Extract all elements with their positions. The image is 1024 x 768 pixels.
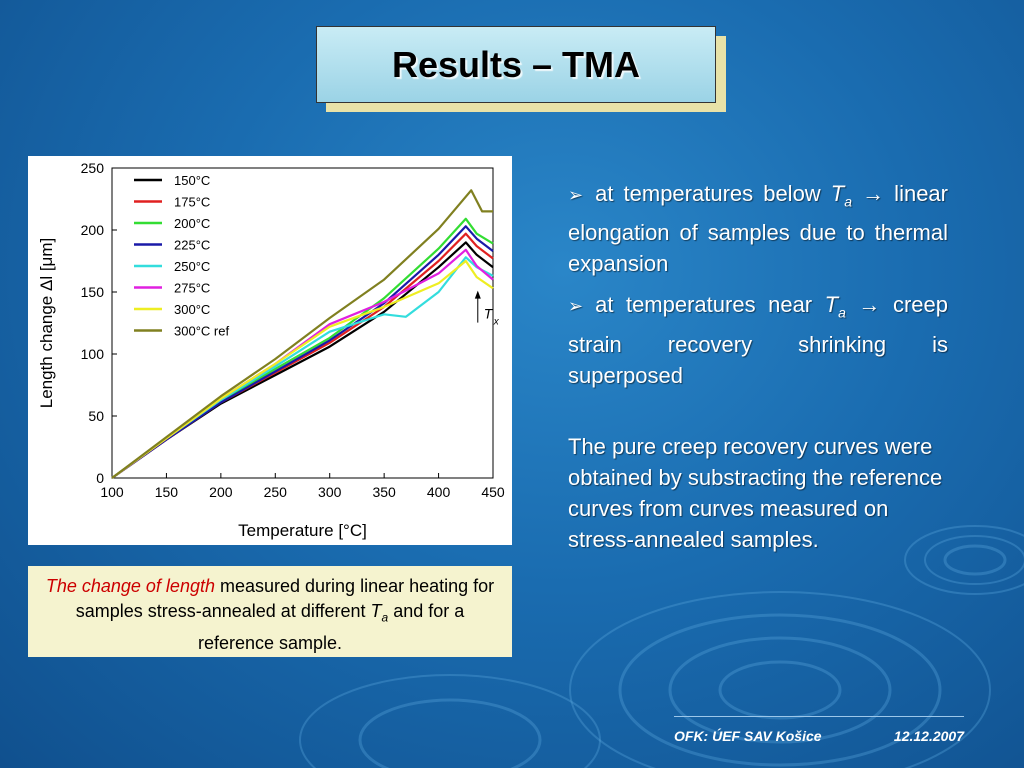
footer: OFK: ÚEF SAV Košice 12.12.2007 — [674, 728, 964, 744]
x-tick-label: 350 — [372, 484, 396, 500]
legend-label: 225°C — [174, 238, 210, 253]
y-tick-label: 200 — [81, 222, 105, 238]
series-line — [111, 189, 493, 479]
x-tick-label: 450 — [481, 484, 505, 500]
x-tick-label: 400 — [427, 484, 451, 500]
legend-label: 150°C — [174, 173, 210, 188]
bullet-item: ➢ at temperatures near Ta → creep strain … — [568, 289, 948, 390]
tma-chart: 100 150 200 250 300 350 400 450 0 50 100 150 200 250 T… — [37, 160, 505, 540]
legend-label: 250°C — [174, 259, 210, 274]
x-tick-label: 300 — [318, 484, 342, 500]
bullet-text-before: at temperatures near — [595, 292, 825, 318]
caption-highlight: The change of length — [45, 576, 215, 596]
series-line — [111, 241, 494, 479]
y-tick-label: 250 — [81, 160, 105, 176]
bullet-ta-sub: a — [838, 304, 846, 321]
caption-text-2: and for a reference sample. — [197, 601, 465, 653]
y-tick-label: 50 — [88, 408, 104, 424]
bullet-text-after: → linear elongation of samples due to th… — [568, 181, 948, 277]
legend-label: 275°C — [174, 281, 210, 296]
y-tick-label: 100 — [81, 346, 105, 362]
x-tick-label: 250 — [264, 484, 288, 500]
series-line — [111, 259, 494, 479]
explanation-paragraph: The pure creep recovery curves were obta… — [568, 434, 943, 552]
footer-date: 12.12.2007 — [893, 728, 964, 744]
caption-text-1: measured during linear heating for sampl… — [75, 576, 495, 621]
figure-caption: The change of length measured during lin… — [28, 566, 512, 657]
bullet-ta: T — [830, 181, 845, 206]
legend-label: 200°C — [174, 216, 210, 231]
bullet-ta-sub: a — [844, 193, 853, 210]
annotation-sub: x — [493, 317, 500, 328]
bullet-arrow-icon: ➢ — [568, 185, 584, 205]
bullet-item: ➢ at temperatures below Ta → linear elong… — [568, 178, 948, 279]
x-axis-label: Temperature [°C] — [238, 521, 367, 540]
x-tick-label: 100 — [100, 484, 124, 500]
series-line — [111, 225, 494, 479]
page-title: Results – TMA — [391, 43, 641, 85]
series-line — [111, 256, 494, 479]
bullet-arrow-icon: ➢ — [568, 296, 584, 317]
bullet-ta: T — [824, 292, 839, 318]
legend-label: 300°C — [174, 302, 210, 317]
legend-label: 300°C ref — [174, 324, 229, 339]
y-axis-label: Length change Δl [μm] — [37, 238, 56, 408]
x-tick-label: 150 — [155, 484, 179, 500]
footer-divider — [674, 716, 964, 717]
footer-org: OFK: ÚEF SAV Košice — [674, 728, 822, 744]
caption-ta: T — [370, 601, 382, 621]
y-tick-label: 150 — [81, 284, 105, 300]
x-tick-label: 200 — [209, 484, 233, 500]
legend-label: 175°C — [174, 195, 210, 210]
annotation-label: T — [484, 306, 494, 322]
title-box: Results – TMA — [316, 26, 716, 103]
y-tick-label: 0 — [96, 470, 104, 486]
bullet-list: ➢ at temperatures below Ta → linear elong… — [568, 178, 948, 401]
annotation-arrowhead — [474, 290, 481, 299]
chart-panel: 100 150 200 250 300 350 400 450 0 50 100 150 200 250 T… — [28, 156, 512, 545]
bullet-text-before: at temperatures below — [595, 181, 831, 206]
plot-frame — [111, 167, 494, 479]
bullet-text-after: → creep strain recovery shrinking is sup… — [568, 292, 948, 388]
caption-ta-sub: a — [381, 610, 389, 625]
